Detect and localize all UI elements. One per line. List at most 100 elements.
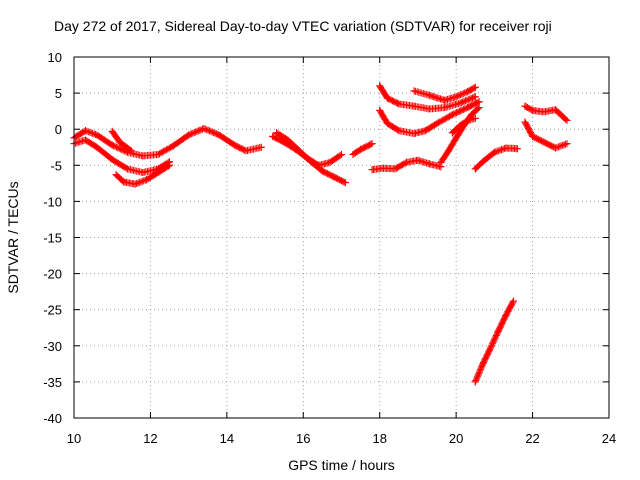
data-point xyxy=(456,122,464,130)
series-track-6 xyxy=(273,129,349,187)
data-point xyxy=(81,136,89,144)
series-track-11 xyxy=(376,98,483,138)
data-point xyxy=(349,150,357,158)
x-tick-label: 12 xyxy=(143,431,157,446)
data-point xyxy=(127,147,135,155)
data-point xyxy=(490,148,498,156)
data-point xyxy=(448,111,456,119)
series-track-12 xyxy=(410,83,479,104)
data-point xyxy=(143,176,151,184)
data-point xyxy=(120,178,128,186)
y-tick-label: -35 xyxy=(43,375,62,390)
data-point xyxy=(471,93,479,101)
series-markers xyxy=(70,125,265,160)
data-point xyxy=(330,173,338,181)
y-axis-label: SDTVAR / TECUs xyxy=(5,181,21,293)
data-point xyxy=(154,150,162,158)
data-point xyxy=(257,143,265,151)
data-point xyxy=(326,158,334,166)
data-point xyxy=(425,160,433,168)
data-point xyxy=(376,82,384,90)
data-point xyxy=(116,138,124,146)
x-tick-label: 18 xyxy=(372,431,386,446)
data-point xyxy=(273,129,281,137)
data-point xyxy=(242,147,250,155)
data-point xyxy=(502,311,510,319)
data-point xyxy=(552,106,559,114)
y-tick-label: -25 xyxy=(43,303,62,318)
data-point xyxy=(139,152,147,160)
y-tick-label: -15 xyxy=(43,231,62,246)
y-tick-label: -5 xyxy=(50,158,62,173)
data-point xyxy=(185,131,193,139)
data-point xyxy=(529,132,537,140)
data-point xyxy=(509,297,517,305)
grid xyxy=(74,57,609,418)
x-tick-label: 20 xyxy=(449,431,463,446)
data-point xyxy=(357,145,365,153)
data-point xyxy=(494,327,502,335)
data-point xyxy=(475,98,483,106)
data-point xyxy=(471,114,479,122)
series-track-3 xyxy=(112,161,174,188)
data-point xyxy=(380,164,388,172)
data-point xyxy=(437,158,445,166)
y-tick-label: -20 xyxy=(43,267,62,282)
x-axis-label: GPS time / hours xyxy=(288,457,395,473)
series-track-14 xyxy=(471,144,521,173)
data-point xyxy=(456,99,464,107)
data-point xyxy=(433,119,441,127)
data-point xyxy=(395,100,403,108)
data-point xyxy=(231,141,238,149)
data-point xyxy=(452,134,460,142)
series-markers xyxy=(521,118,571,152)
series-markers xyxy=(521,102,571,124)
data-point xyxy=(169,142,177,150)
series-markers xyxy=(471,144,521,173)
data-point xyxy=(479,158,487,166)
y-tick-label: -10 xyxy=(43,194,62,209)
data-point xyxy=(131,180,139,188)
series-track-13 xyxy=(448,114,479,137)
series-track-15 xyxy=(471,297,517,386)
data-point xyxy=(441,104,449,112)
x-tick-label: 16 xyxy=(296,431,310,446)
series-track-7 xyxy=(349,140,376,158)
data-point xyxy=(464,117,472,125)
y-tick-label: 5 xyxy=(55,86,62,101)
data-point xyxy=(108,141,116,149)
data-point xyxy=(471,165,479,173)
data-point xyxy=(425,105,433,113)
data-point xyxy=(410,130,418,138)
data-point xyxy=(471,378,479,386)
data-point xyxy=(108,156,116,164)
data-point xyxy=(464,88,472,96)
data-point xyxy=(139,169,147,177)
data-point xyxy=(422,127,430,135)
data-point xyxy=(552,144,559,152)
data-point xyxy=(93,131,101,139)
data-point xyxy=(93,143,101,151)
data-point xyxy=(479,360,487,368)
data-point xyxy=(307,158,315,166)
data-point xyxy=(452,93,460,101)
data-point xyxy=(166,161,174,169)
series-track-10 xyxy=(376,82,479,113)
data-point xyxy=(402,158,410,166)
data-point xyxy=(391,165,399,173)
data-point xyxy=(540,108,548,116)
data-point xyxy=(269,132,277,140)
data-series xyxy=(70,82,571,386)
data-point xyxy=(464,104,472,112)
y-tick-label: 0 xyxy=(55,122,62,137)
data-point xyxy=(124,165,131,173)
data-point xyxy=(425,91,433,99)
data-point xyxy=(112,171,120,179)
series-track-8 xyxy=(368,156,445,174)
data-point xyxy=(368,140,376,148)
series-track-16 xyxy=(521,102,571,125)
data-point xyxy=(563,140,571,148)
series-track-17 xyxy=(521,118,571,152)
data-point xyxy=(441,96,449,104)
